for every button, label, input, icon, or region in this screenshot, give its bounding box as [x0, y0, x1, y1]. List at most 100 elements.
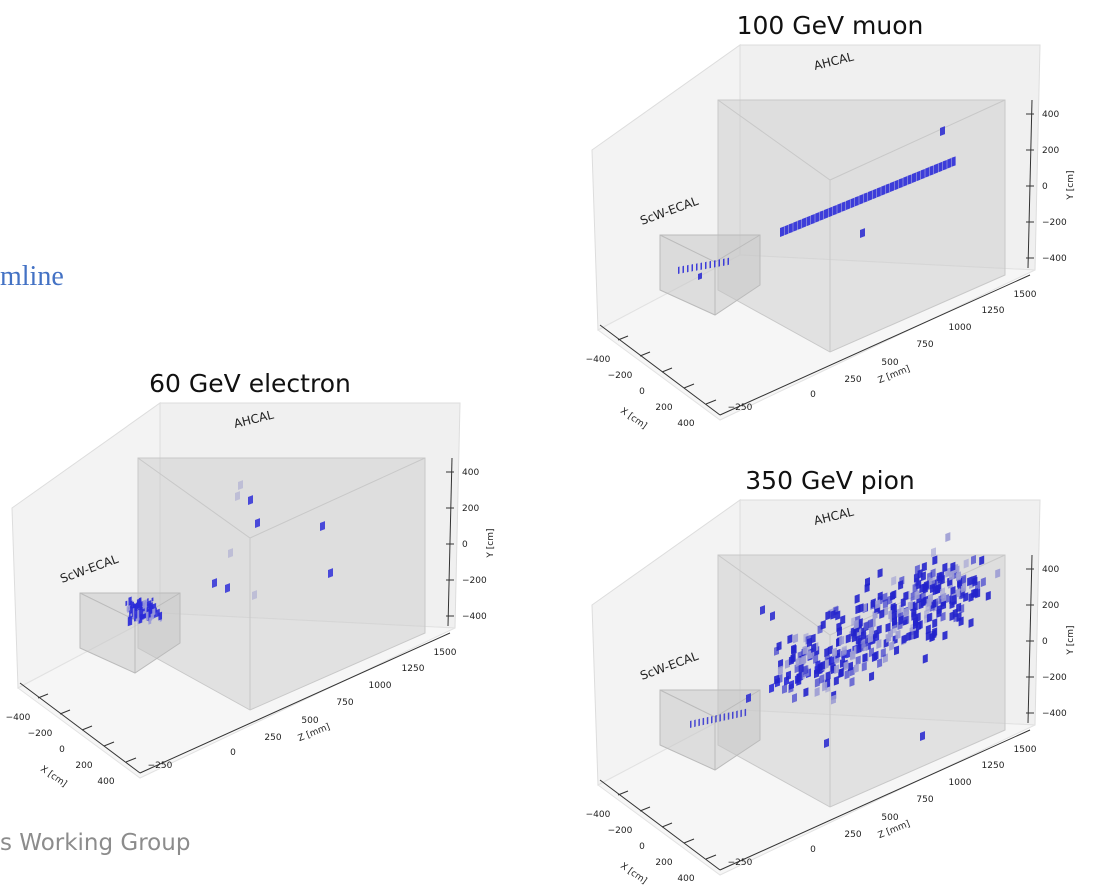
- hit: [780, 227, 784, 237]
- hit: [784, 225, 788, 235]
- z-tick-label: 500: [301, 716, 318, 726]
- hit: [137, 600, 141, 609]
- y-tick-label: 0: [1042, 182, 1048, 192]
- y-tick-label: 400: [1042, 565, 1059, 575]
- hit: [952, 156, 956, 166]
- z-tick-label: 1000: [949, 778, 972, 788]
- hit: [833, 205, 837, 215]
- hit: [837, 203, 841, 213]
- hit: [156, 609, 160, 617]
- x-tick-label: 200: [75, 761, 92, 771]
- hit: [696, 263, 698, 271]
- hit: [692, 264, 694, 272]
- y-axis-label: Y [cm]: [1066, 170, 1076, 200]
- hit: [694, 720, 696, 728]
- z-tick-label: 250: [844, 375, 861, 385]
- hit: [728, 258, 730, 266]
- hit: [943, 160, 947, 170]
- hit: [687, 265, 689, 273]
- hit: [789, 223, 793, 233]
- hit: [152, 608, 155, 615]
- x-axis-label: X [cm]: [38, 764, 68, 789]
- x-tick-label: −400: [6, 713, 31, 723]
- z-tick-label: 1500: [434, 648, 457, 658]
- hit: [842, 201, 846, 211]
- y-axis-label: Y [cm]: [1066, 625, 1076, 655]
- hit: [820, 210, 824, 220]
- hit: [136, 609, 138, 619]
- z-tick-label: −250: [728, 403, 753, 413]
- panel-title: 100 GeV muon: [737, 11, 924, 40]
- hit: [921, 169, 925, 179]
- y-tick-label: −200: [1042, 218, 1067, 228]
- hit: [798, 219, 802, 229]
- x-tick-label: −400: [586, 355, 611, 365]
- ahcal-box: [138, 458, 425, 710]
- z-tick-label: 1500: [1014, 745, 1037, 755]
- z-tick-label: 0: [230, 748, 236, 758]
- hit: [859, 194, 863, 204]
- z-tick-label: 1000: [369, 681, 392, 691]
- panel-title: 350 GeV pion: [745, 466, 914, 495]
- z-tick-label: −250: [148, 761, 173, 771]
- hit: [793, 221, 797, 231]
- hit: [723, 258, 725, 266]
- z-tick-label: 500: [881, 358, 898, 368]
- x-tick-label: 200: [655, 858, 672, 868]
- hit: [152, 597, 154, 601]
- z-tick-label: 1500: [1014, 290, 1037, 300]
- z-tick-label: 750: [916, 795, 933, 805]
- hit: [930, 165, 934, 175]
- hit: [815, 212, 819, 222]
- hit: [690, 720, 692, 728]
- hit: [864, 192, 868, 202]
- hit: [745, 709, 747, 717]
- y-tick-label: 200: [1042, 146, 1059, 156]
- hit: [850, 198, 854, 208]
- hit: [701, 262, 703, 270]
- footer: s Working Group: [0, 830, 190, 856]
- hit: [128, 597, 131, 607]
- hit: [899, 178, 903, 188]
- x-tick-label: 0: [59, 745, 65, 755]
- z-tick-label: 0: [810, 390, 816, 400]
- hit: [128, 616, 132, 626]
- slide: mline s Working Group AHCALScW-ECAL40020…: [0, 0, 1115, 886]
- y-tick-label: 0: [1042, 637, 1048, 647]
- x-tick-label: −200: [28, 729, 53, 739]
- hit: [143, 599, 147, 609]
- heading: mline: [0, 261, 64, 292]
- z-tick-label: 1250: [402, 664, 425, 674]
- z-tick-label: 250: [844, 830, 861, 840]
- hit: [846, 200, 850, 210]
- x-tick-label: −400: [586, 810, 611, 820]
- z-tick-label: 250: [264, 733, 281, 743]
- hit: [133, 608, 135, 619]
- x-tick-label: −200: [608, 371, 633, 381]
- y-tick-label: −400: [1042, 254, 1067, 264]
- hit: [732, 711, 734, 719]
- hit: [703, 718, 705, 726]
- hit: [125, 601, 127, 606]
- hit: [938, 162, 942, 172]
- z-tick-label: 750: [336, 698, 353, 708]
- z-tick-label: 0: [810, 845, 816, 855]
- hit: [715, 715, 717, 723]
- hit: [916, 171, 920, 181]
- hit: [710, 261, 712, 269]
- hit: [740, 710, 742, 718]
- y-tick-label: 400: [462, 468, 479, 478]
- hit: [908, 174, 912, 184]
- z-tick-label: 1250: [982, 306, 1005, 316]
- hit: [146, 611, 148, 620]
- y-tick-label: −200: [1042, 673, 1067, 683]
- hit: [881, 185, 885, 195]
- hit: [719, 714, 721, 722]
- hit: [698, 719, 700, 727]
- y-axis-label: Y [cm]: [486, 528, 496, 558]
- event-display: AHCALScW-ECAL4002000−200−400Y [cm]−25002…: [586, 45, 1076, 432]
- x-axis-label: X [cm]: [618, 861, 648, 886]
- panel-title: 60 GeV electron: [149, 369, 351, 398]
- hit: [728, 712, 730, 720]
